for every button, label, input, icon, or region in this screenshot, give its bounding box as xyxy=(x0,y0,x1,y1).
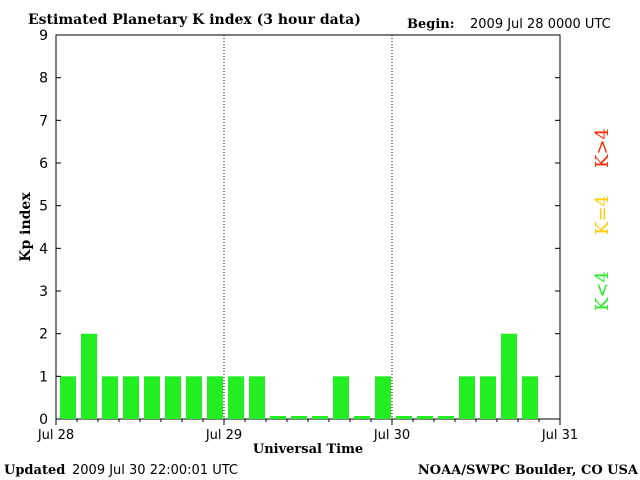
y-tick-label: 1 xyxy=(39,369,48,385)
chart-title: Estimated Planetary K index (3 hour data… xyxy=(28,12,361,28)
x-tick-label: Jul 29 xyxy=(205,428,242,443)
x-axis-label: Universal Time xyxy=(253,442,363,457)
kp-bar xyxy=(270,416,286,419)
kp-bar xyxy=(144,376,160,419)
legend-k-equal-4: K=4 xyxy=(592,195,613,235)
kp-bar xyxy=(228,376,244,419)
y-axis-ticks: 0 1 2 3 4 5 6 7 8 9 xyxy=(39,28,560,428)
plot-frame xyxy=(55,34,561,420)
y-tick-label: 8 xyxy=(39,71,48,87)
kp-bar xyxy=(102,376,118,419)
kp-bar xyxy=(333,376,349,419)
y-tick-label: 4 xyxy=(39,241,48,257)
kp-bar xyxy=(522,376,538,419)
y-tick-label: 2 xyxy=(39,327,48,343)
x-tick-label: Jul 28 xyxy=(37,428,74,443)
kp-bar xyxy=(375,376,391,419)
legend-k-less-4: K<4 xyxy=(592,271,613,311)
kp-bar xyxy=(81,333,97,419)
kp-bar xyxy=(396,416,412,419)
kp-bar xyxy=(207,376,223,419)
y-tick-label: 7 xyxy=(39,113,48,129)
x-tick-label: Jul 31 xyxy=(541,428,578,443)
kp-bar xyxy=(417,416,433,419)
kp-bar xyxy=(165,376,181,419)
bars-layer xyxy=(60,333,538,419)
kp-bar xyxy=(186,376,202,419)
kp-bar xyxy=(312,416,328,419)
updated-label: Updated xyxy=(4,463,65,478)
y-tick-label: 5 xyxy=(39,199,48,215)
kp-bar xyxy=(501,333,517,419)
updated-value: 2009 Jul 30 22:00:01 UTC xyxy=(72,463,238,478)
y-tick-label: 9 xyxy=(39,28,48,44)
x-tick-label: Jul 30 xyxy=(373,428,410,443)
kp-bar xyxy=(249,376,265,419)
y-tick-label: 3 xyxy=(39,284,48,300)
x-axis-ticks: Jul 28 Jul 29 Jul 30 Jul 31 xyxy=(37,419,578,443)
begin-value: 2009 Jul 28 0000 UTC xyxy=(470,17,611,32)
kp-bar xyxy=(123,376,139,419)
day-dividers xyxy=(223,35,393,419)
kp-bar xyxy=(480,376,496,419)
kp-bar xyxy=(291,416,307,419)
source-credit: NOAA/SWPC Boulder, CO USA xyxy=(418,463,639,478)
begin-label: Begin: xyxy=(407,17,455,32)
y-tick-label: 0 xyxy=(39,412,48,428)
kp-bar xyxy=(459,376,475,419)
legend-k-greater-4: K>4 xyxy=(592,128,613,168)
y-tick-label: 6 xyxy=(39,156,48,172)
kp-bar xyxy=(60,376,76,419)
y-axis-label: Kp index xyxy=(18,192,34,262)
kp-bar xyxy=(438,416,454,419)
kp-bar xyxy=(354,416,370,419)
